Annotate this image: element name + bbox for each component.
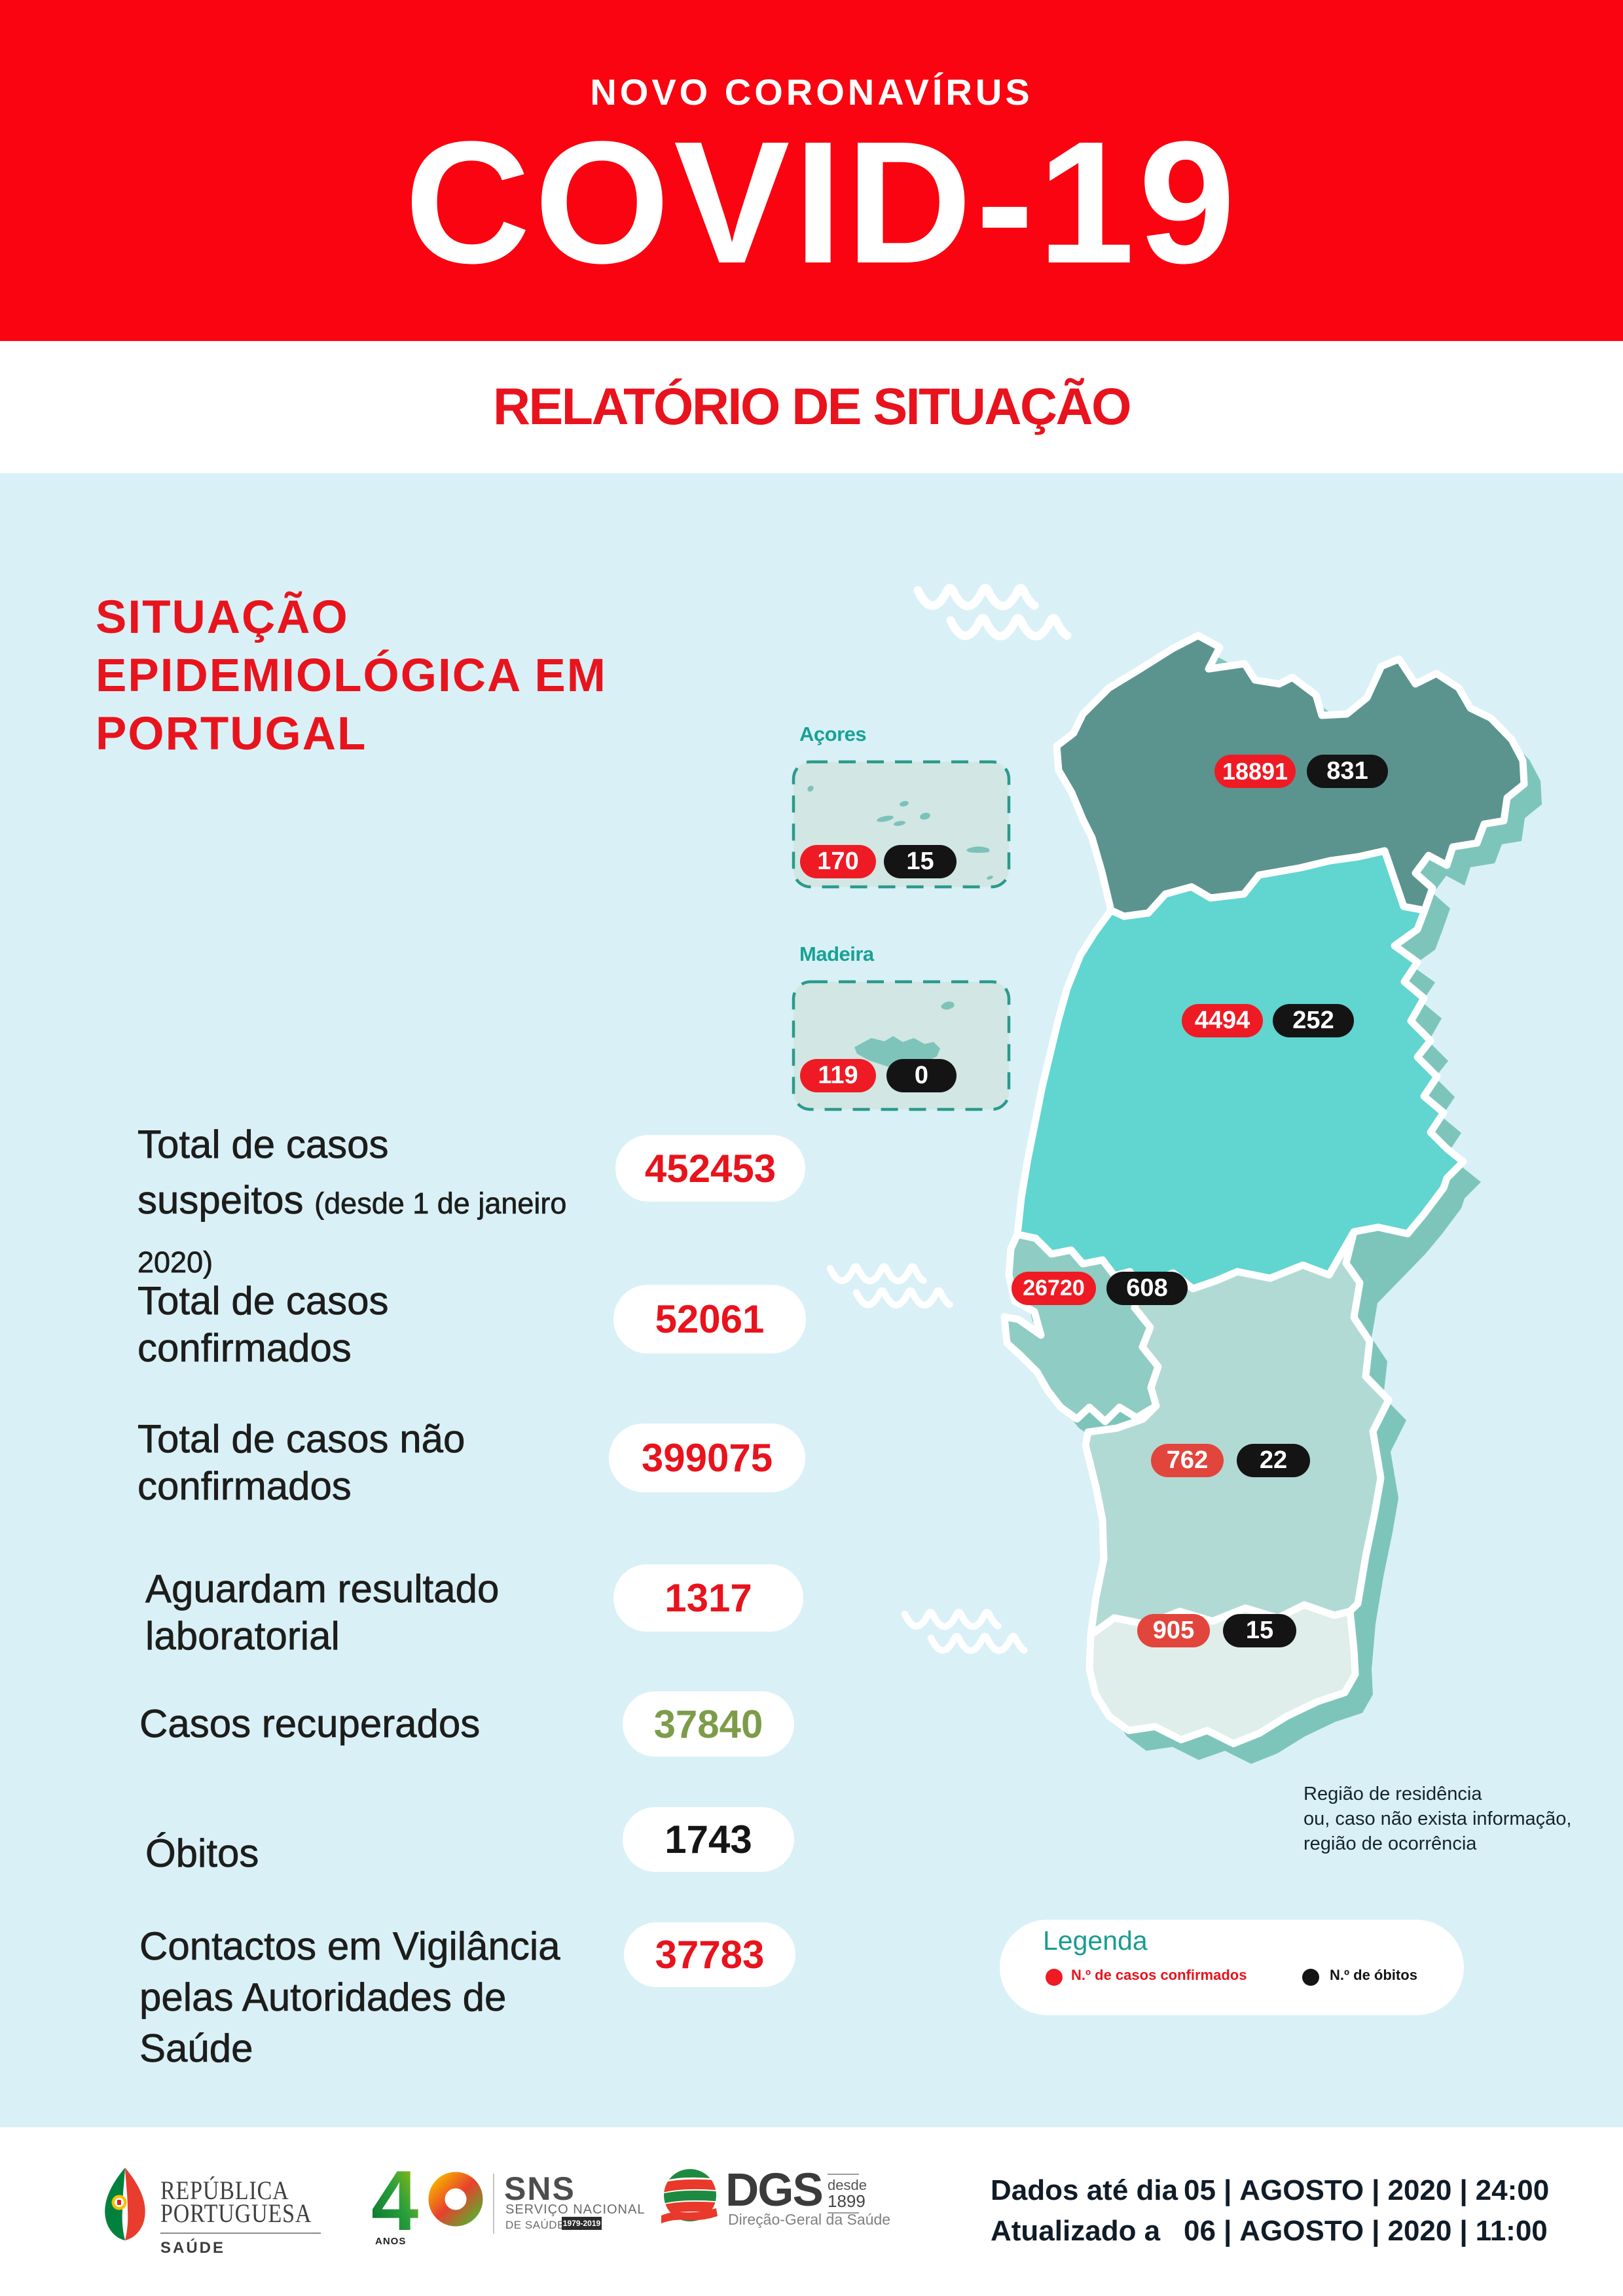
svg-text:4: 4 (371, 2168, 418, 2248)
svg-text:ANOS: ANOS (375, 2236, 406, 2247)
